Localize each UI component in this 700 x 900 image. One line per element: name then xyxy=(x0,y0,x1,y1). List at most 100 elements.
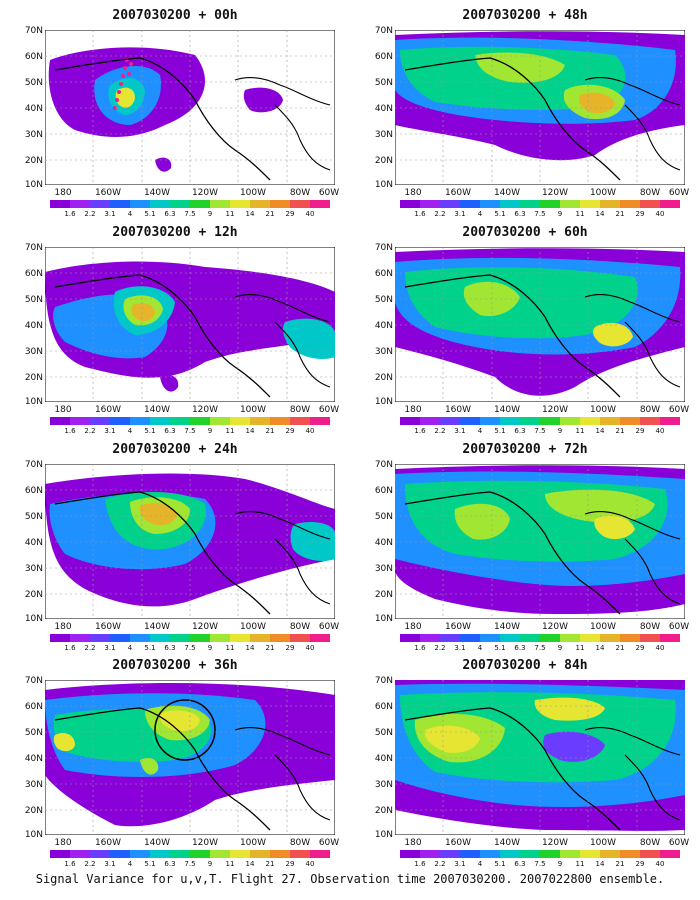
colorbar-swatch xyxy=(660,850,680,858)
colorbar-swatch xyxy=(50,417,70,425)
lon-label: 100W xyxy=(239,405,267,415)
colorbar-label: 7.5 xyxy=(534,210,546,218)
lon-label: 120W xyxy=(191,188,219,198)
colorbar-label: 29 xyxy=(635,427,645,435)
colorbar-label: 40 xyxy=(655,860,665,868)
colorbar-label: 4 xyxy=(127,860,133,868)
lon-label: 120W xyxy=(541,188,569,198)
colorbar-swatch xyxy=(660,200,680,208)
colorbar-label: 29 xyxy=(285,210,295,218)
panel-title: 2007030200 + 00h xyxy=(112,8,238,23)
lon-label: 140W xyxy=(143,622,171,632)
lon-label: 160W xyxy=(94,405,122,415)
lon-label: 60W xyxy=(668,622,690,632)
colorbar-swatch xyxy=(520,417,540,425)
lon-label: 80W xyxy=(639,405,661,415)
map-panel-60h: 2007030200 + 60h 70N 60N 50N 40N 30N 20N… xyxy=(365,225,689,435)
lat-label: 40N xyxy=(374,754,393,764)
lon-label: 80W xyxy=(289,405,311,415)
colorbar-swatch xyxy=(540,417,560,425)
colorbar-swatch xyxy=(230,200,250,208)
colorbar-swatch xyxy=(150,850,170,858)
colorbar-label: 14 xyxy=(245,210,255,218)
lon-label: 80W xyxy=(639,838,661,848)
colorbar-swatch xyxy=(170,850,190,858)
colorbar-swatch xyxy=(290,634,310,642)
lat-label: 30N xyxy=(374,130,393,140)
lon-label: 60W xyxy=(318,838,340,848)
lat-label: 70N xyxy=(374,26,393,36)
colorbar-swatch xyxy=(480,200,500,208)
colorbar-label: 1.6 xyxy=(414,644,426,652)
colorbar-label: 3.1 xyxy=(104,427,116,435)
colorbar-label: 6.3 xyxy=(164,427,176,435)
lon-label: 60W xyxy=(668,838,690,848)
colorbar-label: 21 xyxy=(265,210,275,218)
colorbar-label: 21 xyxy=(615,427,625,435)
colorbar-labels: 1.6 2.2 3.1 4 5.1 6.3 7.5 9 11 14 21 29 40 xyxy=(50,860,330,870)
colorbar-label: 2.2 xyxy=(84,427,96,435)
colorbar-label: 1.6 xyxy=(414,427,426,435)
lon-label: 100W xyxy=(589,622,617,632)
colorbar-swatch xyxy=(130,417,150,425)
colorbar-swatch xyxy=(460,850,480,858)
lat-label: 10N xyxy=(374,397,393,407)
lat-label: 30N xyxy=(24,780,43,790)
lat-label: 60N xyxy=(24,269,43,279)
colorbar-labels: 1.6 2.2 3.1 4 5.1 6.3 7.5 9 11 14 21 29 40 xyxy=(50,427,330,437)
colorbar-swatch xyxy=(500,634,520,642)
panel-title: 2007030200 + 84h xyxy=(462,658,588,673)
colorbar-swatch xyxy=(270,850,290,858)
colorbar-label: 5.1 xyxy=(494,644,506,652)
panel-title: 2007030200 + 60h xyxy=(462,225,588,240)
colorbar-label: 11 xyxy=(225,860,235,868)
colorbar-label: 5.1 xyxy=(494,427,506,435)
colorbar-swatch xyxy=(640,850,660,858)
colorbar-swatch xyxy=(480,634,500,642)
colorbar-swatch xyxy=(440,417,460,425)
colorbar-swatch xyxy=(250,850,270,858)
lon-label: 160W xyxy=(444,405,472,415)
colorbar-label: 1.6 xyxy=(64,860,76,868)
colorbar-swatch xyxy=(270,200,290,208)
colorbar-swatch xyxy=(560,417,580,425)
colorbar-swatch xyxy=(580,417,600,425)
map-panel-00h: 2007030200 + 00h 70N 60N 50N 40N 30N xyxy=(15,8,339,218)
colorbar-swatch xyxy=(310,417,330,425)
colorbar-swatch xyxy=(190,417,210,425)
colorbar-label: 1.6 xyxy=(414,210,426,218)
colorbar-label: 4 xyxy=(127,210,133,218)
colorbar-swatch xyxy=(400,850,420,858)
lon-label: 160W xyxy=(444,838,472,848)
lat-label: 70N xyxy=(374,243,393,253)
lat-label: 40N xyxy=(374,538,393,548)
lat-label: 50N xyxy=(374,728,393,738)
colorbar-label: 2.2 xyxy=(434,860,446,868)
panel-title: 2007030200 + 72h xyxy=(462,442,588,457)
colorbar-labels: 1.6 2.2 3.1 4 5.1 6.3 7.5 9 11 14 21 29 40 xyxy=(400,860,680,870)
lat-label: 40N xyxy=(24,321,43,331)
lon-label: 140W xyxy=(143,188,171,198)
colorbar-swatch xyxy=(600,200,620,208)
colorbar-label: 7.5 xyxy=(184,644,196,652)
lon-label: 80W xyxy=(289,188,311,198)
lat-label: 40N xyxy=(24,538,43,548)
colorbar-swatch xyxy=(190,634,210,642)
colorbar-label: 9 xyxy=(207,860,213,868)
colorbar-swatch xyxy=(110,850,130,858)
colorbar-swatch xyxy=(460,417,480,425)
colorbar-label: 29 xyxy=(635,644,645,652)
variance-map-60h xyxy=(395,247,685,402)
colorbar xyxy=(50,200,330,208)
lon-label: 140W xyxy=(493,838,521,848)
colorbar xyxy=(400,850,680,858)
colorbar-label: 3.1 xyxy=(454,644,466,652)
figure-caption: Signal Variance for u,v,T. Flight 27. Ob… xyxy=(35,872,665,886)
colorbar-label: 40 xyxy=(305,644,315,652)
colorbar-swatch xyxy=(500,850,520,858)
colorbar xyxy=(400,200,680,208)
lat-label: 10N xyxy=(24,614,43,624)
colorbar-label: 29 xyxy=(285,427,295,435)
lat-label: 10N xyxy=(24,830,43,840)
lat-label: 30N xyxy=(24,347,43,357)
